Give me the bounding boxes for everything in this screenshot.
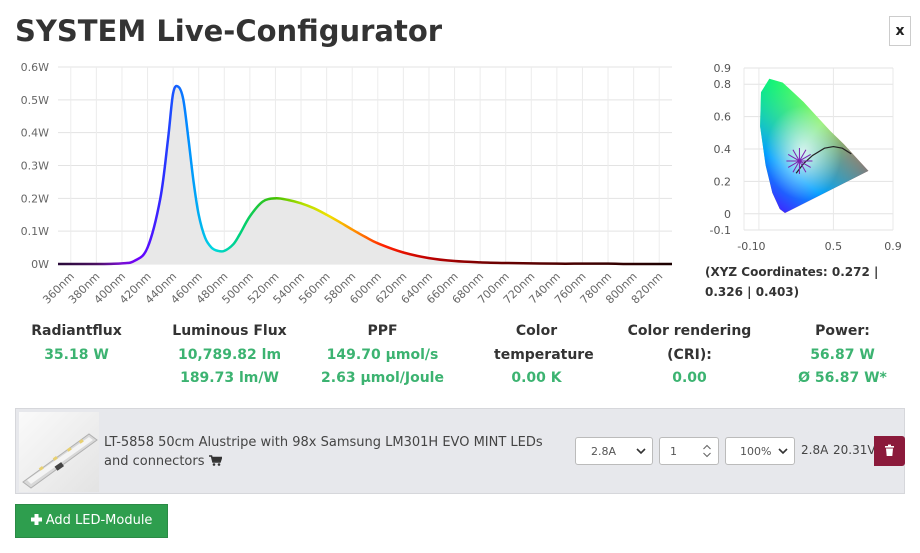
y-tick-label: 0.4 bbox=[714, 143, 732, 156]
stat-value: 149.70 µmol/s bbox=[326, 346, 439, 363]
x-tick-label: 0 bbox=[759, 240, 766, 253]
y-tick-label: 0.8 bbox=[714, 78, 732, 91]
color-point-marker bbox=[786, 147, 813, 174]
led-module-row: LT-5858 50cm Alustripe with 98x Samsung … bbox=[15, 408, 905, 494]
y-tick-label: 0.5W bbox=[21, 94, 49, 107]
quantity-value: 1 bbox=[670, 445, 677, 458]
y-tick-label: 0.6W bbox=[21, 61, 49, 74]
y-tick-label: 0.2 bbox=[714, 175, 732, 188]
y-tick-label: 0.1W bbox=[21, 225, 49, 238]
add-led-module-button[interactable]: Add LED-Module bbox=[15, 504, 168, 538]
add-button-label: Add LED-Module bbox=[45, 513, 153, 528]
spectrum-line bbox=[58, 84, 672, 266]
led-strip-image bbox=[22, 433, 98, 489]
trash-icon bbox=[885, 444, 894, 456]
cart-icon[interactable] bbox=[208, 455, 223, 466]
stat-luminous-flux: Luminous Flux 10,789.82 lm 189.73 lm/W bbox=[153, 320, 306, 391]
stat-value: 10,789.82 lm bbox=[177, 346, 282, 363]
y-tick-label: -0.1 bbox=[710, 224, 731, 237]
current-select-value: 2.8A bbox=[591, 445, 617, 458]
x-tick-label: -0.1 bbox=[737, 240, 758, 253]
stat-value: 2.63 µmol/Joule bbox=[321, 370, 444, 386]
y-tick-label: 0W bbox=[31, 258, 49, 271]
y-tick-label: 0.9 bbox=[714, 62, 732, 75]
plus-icon bbox=[30, 514, 42, 525]
dimming-select[interactable]: 100% bbox=[725, 437, 795, 465]
stat-label: Radiantflux bbox=[31, 323, 122, 339]
module-thumbnail bbox=[19, 412, 99, 492]
spectrum-area bbox=[58, 85, 672, 264]
stat-value: 189.73 lm/W bbox=[180, 370, 279, 386]
chevron-down-icon bbox=[778, 448, 788, 455]
quantity-input[interactable]: 1 bbox=[659, 437, 719, 465]
stat-value: 35.18 W bbox=[44, 346, 109, 363]
stat-value: 0.00 bbox=[672, 370, 707, 386]
stat-label: PPF bbox=[367, 323, 398, 339]
current-select[interactable]: 2.8A bbox=[575, 437, 653, 465]
current-readout: 2.8A bbox=[801, 443, 829, 457]
delete-module-button[interactable] bbox=[874, 436, 905, 466]
stat-label: Luminous Flux bbox=[172, 323, 287, 339]
stat-ppf: PPF 149.70 µmol/s 2.63 µmol/Joule bbox=[306, 320, 459, 391]
stat-label: Color temperature bbox=[494, 323, 594, 363]
stat-value: 0.00 K bbox=[511, 370, 562, 386]
stat-value: Ø 56.87 W* bbox=[798, 370, 887, 386]
cie-white-point bbox=[760, 78, 869, 213]
stat-color-rendering: Color rendering (CRI): 0.00 bbox=[613, 320, 766, 391]
y-tick-label: 0 bbox=[724, 208, 731, 221]
spectrum-chart: 0W0.1W0.2W0.3W0.4W0.5W0.6W360nm380nm400n… bbox=[21, 61, 672, 306]
stat-label: Color rendering (CRI): bbox=[627, 323, 752, 363]
stat-radiantflux: Radiantflux 35.18 W bbox=[0, 320, 153, 367]
xyz-coordinates: (XYZ Coordinates: 0.272 | 0.326 | 0.403) bbox=[705, 265, 879, 299]
x-tick-label: 0.9 bbox=[884, 240, 902, 253]
y-tick-label: 0.6 bbox=[714, 111, 732, 124]
y-tick-label: 0.2W bbox=[21, 192, 49, 205]
x-tick-label: 0.5 bbox=[825, 240, 843, 253]
stat-color-temperature: Color temperature 0.00 K bbox=[460, 320, 613, 391]
module-title: LT-5858 50cm Alustripe with 98x Samsung … bbox=[104, 433, 564, 471]
y-tick-label: 0.3W bbox=[21, 160, 49, 173]
stat-power: Power: 56.87 W Ø 56.87 W* bbox=[766, 320, 919, 391]
chevron-down-icon bbox=[636, 448, 646, 455]
page-title: SYSTEM Live-Configurator bbox=[15, 14, 443, 48]
stats-panel: Radiantflux 35.18 W Luminous Flux 10,789… bbox=[0, 320, 920, 400]
stat-value: 56.87 W bbox=[810, 346, 875, 363]
quantity-stepper[interactable] bbox=[702, 443, 712, 459]
cie-diagram: 0.90.80.60.40.20-0.1-0.1 0 0.5 0.9 bbox=[710, 62, 902, 253]
voltage-readout: 20.31V bbox=[833, 443, 876, 457]
close-button[interactable]: x bbox=[889, 16, 911, 46]
dimming-select-value: 100% bbox=[740, 445, 772, 458]
module-title-text: LT-5858 50cm Alustripe with 98x Samsung … bbox=[104, 435, 543, 469]
y-tick-label: 0.4W bbox=[21, 127, 49, 140]
stat-label: Power: bbox=[815, 323, 870, 339]
